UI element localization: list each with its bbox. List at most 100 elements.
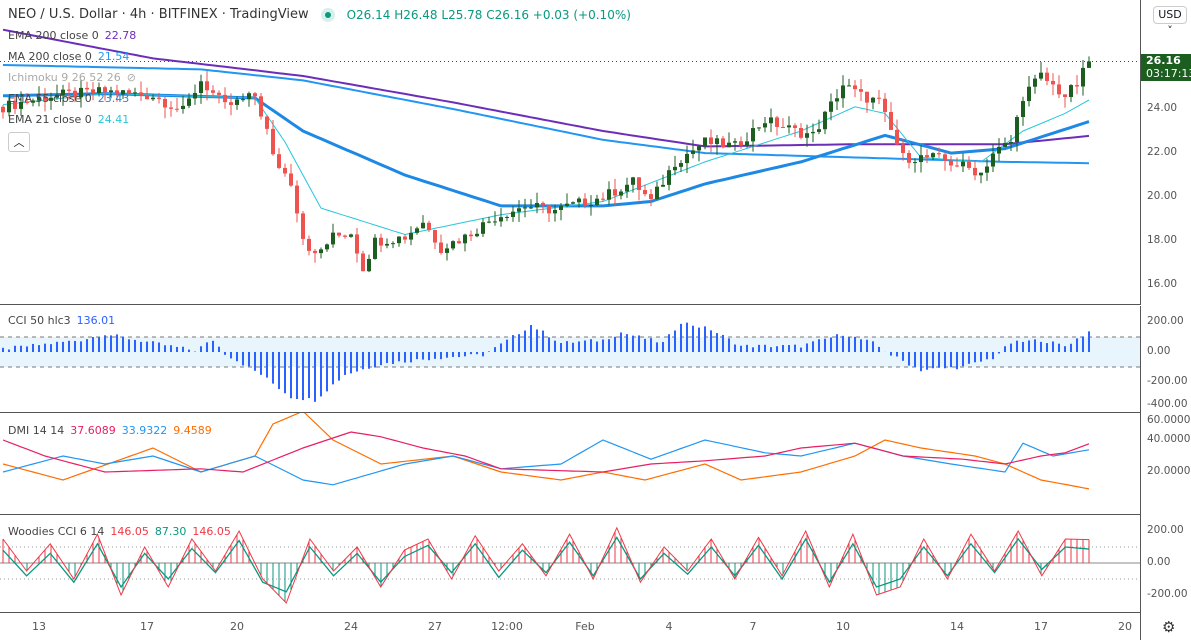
legend-label: EMA 200 close 0	[8, 29, 99, 42]
cci-pane[interactable]	[0, 306, 1140, 413]
collapse-legend-button[interactable]: ︿	[8, 132, 30, 152]
dmi-axis[interactable]: 60.0000 40.0000 20.0000	[1140, 413, 1191, 515]
candle-body	[919, 155, 923, 163]
candle-body	[55, 94, 59, 98]
legend-ema200[interactable]: EMA 200 close 0 22.78	[8, 29, 142, 42]
candle-body	[727, 142, 731, 148]
candle-body	[313, 250, 317, 254]
legend-label: EMA 55 close 0	[8, 92, 92, 105]
candle-body	[79, 87, 83, 98]
candle-body	[913, 162, 917, 164]
candle-body	[733, 141, 737, 143]
candle-body	[1, 106, 5, 113]
candle-body	[1003, 142, 1007, 147]
legend-value: 9.4589	[173, 424, 212, 437]
candle-body	[703, 137, 707, 147]
candle-body	[961, 161, 965, 167]
candle-body	[463, 234, 467, 244]
legend-ema55[interactable]: EMA 55 close 0 23.43	[8, 92, 135, 105]
candle-body	[85, 87, 89, 90]
candle-body	[427, 222, 431, 231]
legend-woodies[interactable]: Woodies CCI 6 14 146.05 87.30 146.05	[8, 525, 237, 538]
cci-axis[interactable]: 200.00 0.00 -200.00 -400.00	[1140, 306, 1191, 413]
candle-body	[955, 165, 959, 167]
woodies-cci-line	[2, 526, 1090, 604]
candle-body	[265, 116, 269, 129]
currency-select[interactable]: USD ˅	[1153, 6, 1187, 37]
candle-body	[739, 141, 743, 146]
candle-body	[355, 234, 359, 254]
candle-body	[103, 87, 107, 93]
candle-body	[91, 89, 95, 94]
legend-ema21[interactable]: EMA 21 close 0 24.41	[8, 113, 135, 126]
candle-body	[433, 230, 437, 243]
time-label: Feb	[575, 620, 595, 633]
legend-label: MA 200 close 0	[8, 50, 92, 63]
candle-body	[757, 127, 761, 129]
candle-body	[553, 209, 557, 214]
axis-tick: 20.0000	[1147, 465, 1191, 477]
candle-body	[787, 125, 791, 128]
axis-tick: 40.0000	[1147, 433, 1191, 445]
candle-body	[697, 146, 701, 151]
dmi-chart	[2, 413, 1090, 490]
candle-body	[109, 90, 113, 93]
candle-body	[943, 154, 947, 161]
candle-body	[1069, 85, 1073, 98]
woodies-pane[interactable]	[0, 515, 1140, 613]
candle-body	[853, 85, 857, 90]
candle-body	[475, 233, 479, 237]
candle-body	[979, 172, 983, 176]
ema21-line	[2, 93, 1090, 236]
settings-gear-icon[interactable]: ⚙	[1162, 618, 1176, 636]
candle-body	[715, 138, 719, 145]
candle-body	[157, 97, 161, 99]
candle-body	[619, 191, 623, 196]
candle-body	[613, 189, 617, 196]
candle-body	[577, 198, 581, 203]
hidden-eye-icon[interactable]: ⊘	[126, 71, 136, 84]
candle-body	[1039, 72, 1043, 79]
time-label: 17	[1034, 620, 1048, 633]
candle-body	[847, 85, 851, 87]
candle-body	[901, 144, 905, 153]
legend-cci[interactable]: CCI 50 hlc3 136.01	[8, 314, 121, 327]
candle-body	[769, 117, 773, 124]
candle-body	[709, 137, 713, 145]
legend-dmi[interactable]: DMI 14 14 37.6089 33.9322 9.4589	[8, 424, 218, 437]
candle-body	[745, 141, 749, 146]
candle-body	[973, 167, 977, 176]
candle-body	[385, 243, 389, 246]
woodies-axis[interactable]: 200.00 0.00 -200.00	[1140, 515, 1191, 613]
price-pane[interactable]	[0, 0, 1140, 305]
candle-body	[541, 202, 545, 206]
time-label: 7	[749, 620, 757, 633]
candle-body	[667, 170, 671, 185]
axis-tick: 200.00	[1147, 524, 1184, 536]
candle-body	[241, 99, 245, 101]
bar-countdown: 03:17:13	[1146, 67, 1191, 80]
candle-body	[133, 92, 137, 94]
dmi-pane[interactable]	[0, 413, 1140, 515]
chart-title: NEO / U.S. Dollar · 4h · BITFINEX · Trad…	[8, 7, 309, 22]
time-label: 12:00	[491, 620, 523, 633]
candle-body	[631, 177, 635, 185]
candle-body	[457, 241, 461, 244]
price-axis[interactable]: 24.00 22.00 20.00 18.00 16.00	[1140, 0, 1191, 305]
candle-body	[895, 129, 899, 145]
candle-body	[625, 184, 629, 192]
candle-body	[145, 95, 149, 100]
legend-ma200[interactable]: MA 200 close 0 21.54	[8, 50, 135, 63]
candle-body	[505, 216, 509, 218]
ohlc-readout: O26.14 H26.48 L25.78 C26.16 +0.03 (+0.10…	[346, 7, 631, 22]
axis-tick: 0.00	[1147, 556, 1171, 568]
woodies-turbo-line	[2, 536, 1090, 593]
candle-body	[415, 228, 419, 233]
candle-body	[721, 138, 725, 148]
axis-corner	[1140, 613, 1191, 640]
candle-body	[751, 128, 755, 142]
legend-label: Woodies CCI 6 14	[8, 525, 105, 538]
candle-body	[889, 111, 893, 130]
candle-body	[535, 202, 539, 208]
legend-ichimoku[interactable]: Ichimoku 9 26 52 26 ⊘	[8, 71, 142, 84]
